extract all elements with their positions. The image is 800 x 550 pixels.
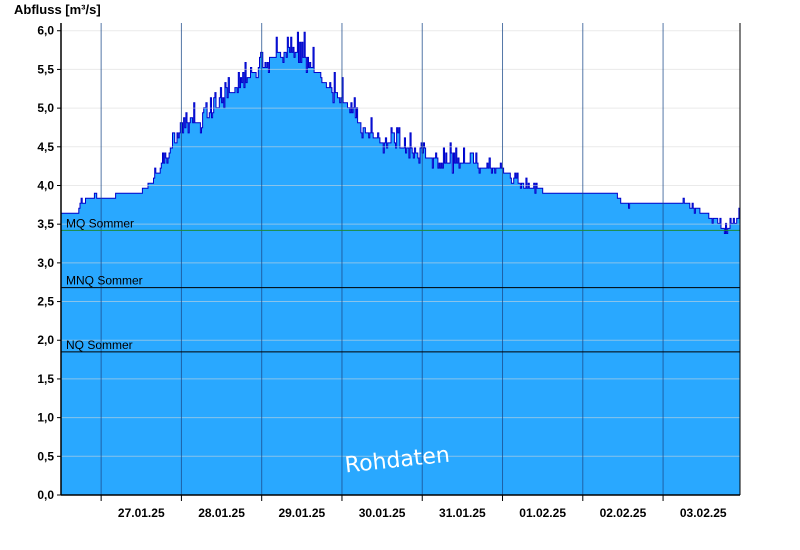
reference-lines: MQ Sommer MNQ Sommer NQ Sommer xyxy=(61,216,740,353)
y-tick-label: 6,0 xyxy=(37,24,54,38)
x-tick-label: 31.01.25 xyxy=(439,506,486,520)
x-tick-label: 27.01.25 xyxy=(118,506,165,520)
y-tick-label: 4,5 xyxy=(37,140,54,154)
discharge-line xyxy=(61,31,741,234)
reference-line-label: NQ Sommer xyxy=(66,338,133,352)
y-tick-label: 2,5 xyxy=(37,295,54,309)
axes xyxy=(60,23,741,496)
grid-lines xyxy=(61,23,740,495)
y-tick-label: 5,5 xyxy=(37,62,54,76)
y-tick-label: 3,0 xyxy=(37,256,54,270)
reference-line-label: MQ Sommer xyxy=(66,216,134,230)
x-tick-label: 30.01.25 xyxy=(359,506,406,520)
y-tick-label: 2,0 xyxy=(37,333,54,347)
x-tick-label: 29.01.25 xyxy=(278,506,325,520)
y-tick-labels: 0,0 0,5 1,0 1,5 2,0 2,5 3,0 3,5 4,0 4,5 5,0 5,5 6,0 xyxy=(37,24,61,502)
x-tick-labels: 27.01.25 28.01.25 29.01.25 30.01.25 31.01.25… xyxy=(100,495,727,520)
y-tick-label: 1,5 xyxy=(37,372,54,386)
x-tick-label: 02.02.25 xyxy=(600,506,647,520)
x-tick-label: 03.02.25 xyxy=(680,506,727,520)
y-tick-label: 4,0 xyxy=(37,178,54,192)
x-tick-label: 28.01.25 xyxy=(198,506,245,520)
y-tick-label: 5,0 xyxy=(37,101,54,115)
y-tick-label: 3,5 xyxy=(37,217,54,231)
reference-line-label: MNQ Sommer xyxy=(66,274,143,288)
y-tick-label: 0,0 xyxy=(37,488,54,502)
y-tick-label: 0,5 xyxy=(37,449,54,463)
x-tick-label: 01.02.25 xyxy=(519,506,566,520)
y-axis-label: Abfluss [m³/s] xyxy=(14,2,101,17)
y-tick-label: 1,0 xyxy=(37,411,54,425)
